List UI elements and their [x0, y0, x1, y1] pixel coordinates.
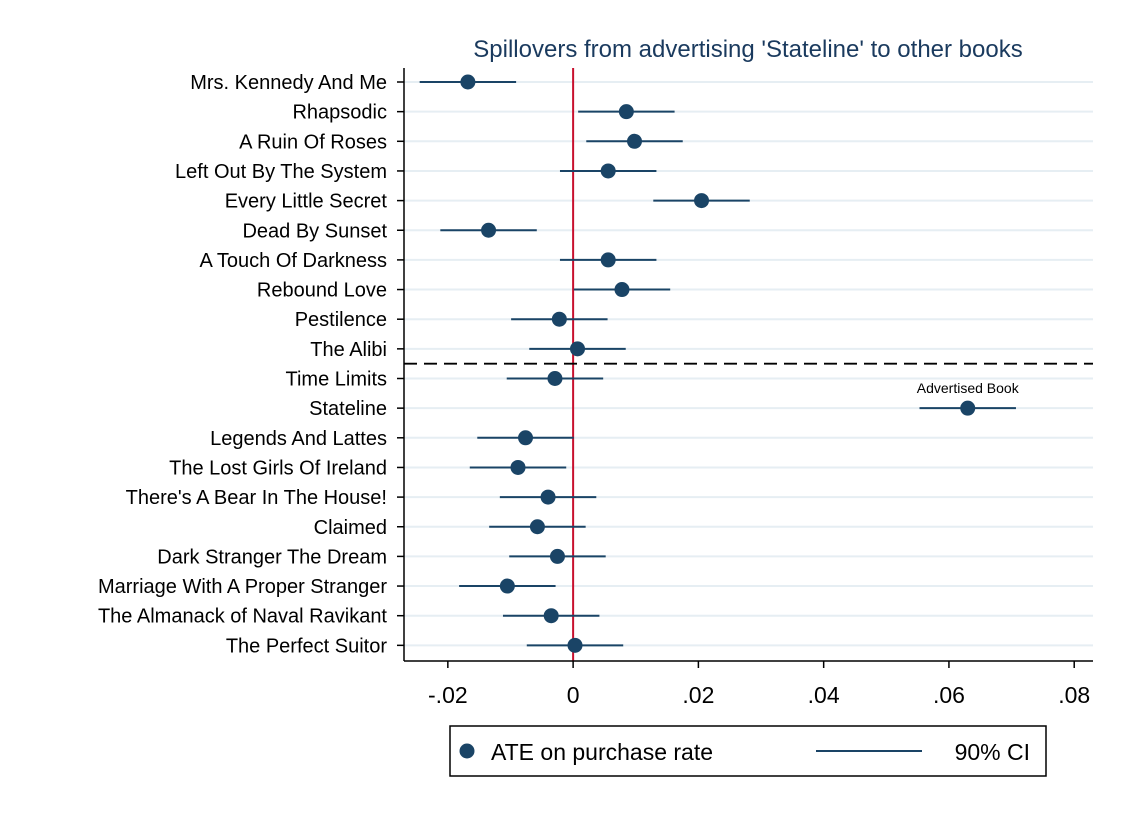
y-tick-label: Dark Stranger The Dream [157, 546, 387, 568]
point-estimate [499, 578, 515, 594]
y-tick-label: There's A Bear In The House! [126, 487, 387, 509]
x-tick-label: 0 [567, 682, 580, 708]
y-tick-label: Dead By Sunset [242, 220, 387, 242]
y-tick-label: Legends And Lattes [210, 428, 387, 450]
point-estimate [543, 608, 559, 624]
y-tick-label: Marriage With A Proper Stranger [98, 576, 387, 598]
legend: ATE on purchase rate 90% CI [449, 725, 1047, 777]
y-tick-label: The Lost Girls Of Ireland [169, 457, 387, 479]
x-tick-label: .06 [933, 682, 965, 708]
point-estimate [460, 74, 476, 90]
point-estimate [600, 163, 616, 179]
point-estimate [694, 193, 710, 209]
y-tick-label: Left Out By The System [175, 161, 387, 183]
y-tick-label: Rhapsodic [292, 102, 387, 124]
y-tick-label: Mrs. Kennedy And Me [190, 72, 387, 94]
point-estimate [614, 282, 630, 298]
point-estimate [960, 400, 976, 416]
y-tick-label: The Alibi [310, 339, 387, 361]
y-tick-label: Stateline [309, 398, 387, 420]
x-tick-label: -.02 [428, 682, 468, 708]
legend-frame [449, 725, 1047, 777]
y-tick-label: Pestilence [295, 309, 387, 331]
point-estimate [518, 430, 534, 446]
point-estimate [600, 252, 616, 268]
y-axis-labels: Mrs. Kennedy And Me Rhapsodic A Ruin Of Ro… [98, 72, 404, 657]
x-tick-label: .02 [682, 682, 714, 708]
y-tick-label: The Almanack of Naval Ravikant [98, 606, 387, 628]
y-tick-label: The Perfect Suitor [226, 635, 388, 657]
point-estimate [567, 637, 583, 653]
point-estimate [627, 133, 643, 149]
y-tick-label: A Touch Of Darkness [200, 250, 388, 272]
legend-label-ate: ATE on purchase rate [491, 739, 713, 765]
point-estimate [540, 489, 556, 505]
point-estimate [481, 222, 497, 238]
point-estimate [510, 459, 526, 475]
point-estimate [549, 548, 565, 564]
point-estimate [551, 311, 567, 327]
annotation-label: Advertised Book [917, 380, 1020, 396]
y-tick-label: Rebound Love [257, 280, 387, 302]
legend-label-ci: 90% CI [955, 739, 1030, 765]
point-estimate [570, 341, 586, 357]
x-tick-label: .04 [808, 682, 840, 708]
point-estimate [618, 104, 634, 120]
chart-title: Spillovers from advertising 'Stateline' … [473, 36, 1022, 63]
y-tick-label: Claimed [314, 517, 387, 539]
legend-marker-ate [459, 743, 475, 759]
point-estimate [529, 519, 545, 535]
point-estimate [547, 371, 563, 386]
x-tick-label: .08 [1058, 682, 1090, 708]
y-tick-label: A Ruin Of Roses [239, 131, 387, 153]
y-tick-label: Every Little Secret [225, 191, 388, 213]
y-tick-label: Time Limits [286, 369, 387, 391]
x-axis-ticks: -.02 0 .02 .04 .06 .08 [428, 661, 1090, 708]
